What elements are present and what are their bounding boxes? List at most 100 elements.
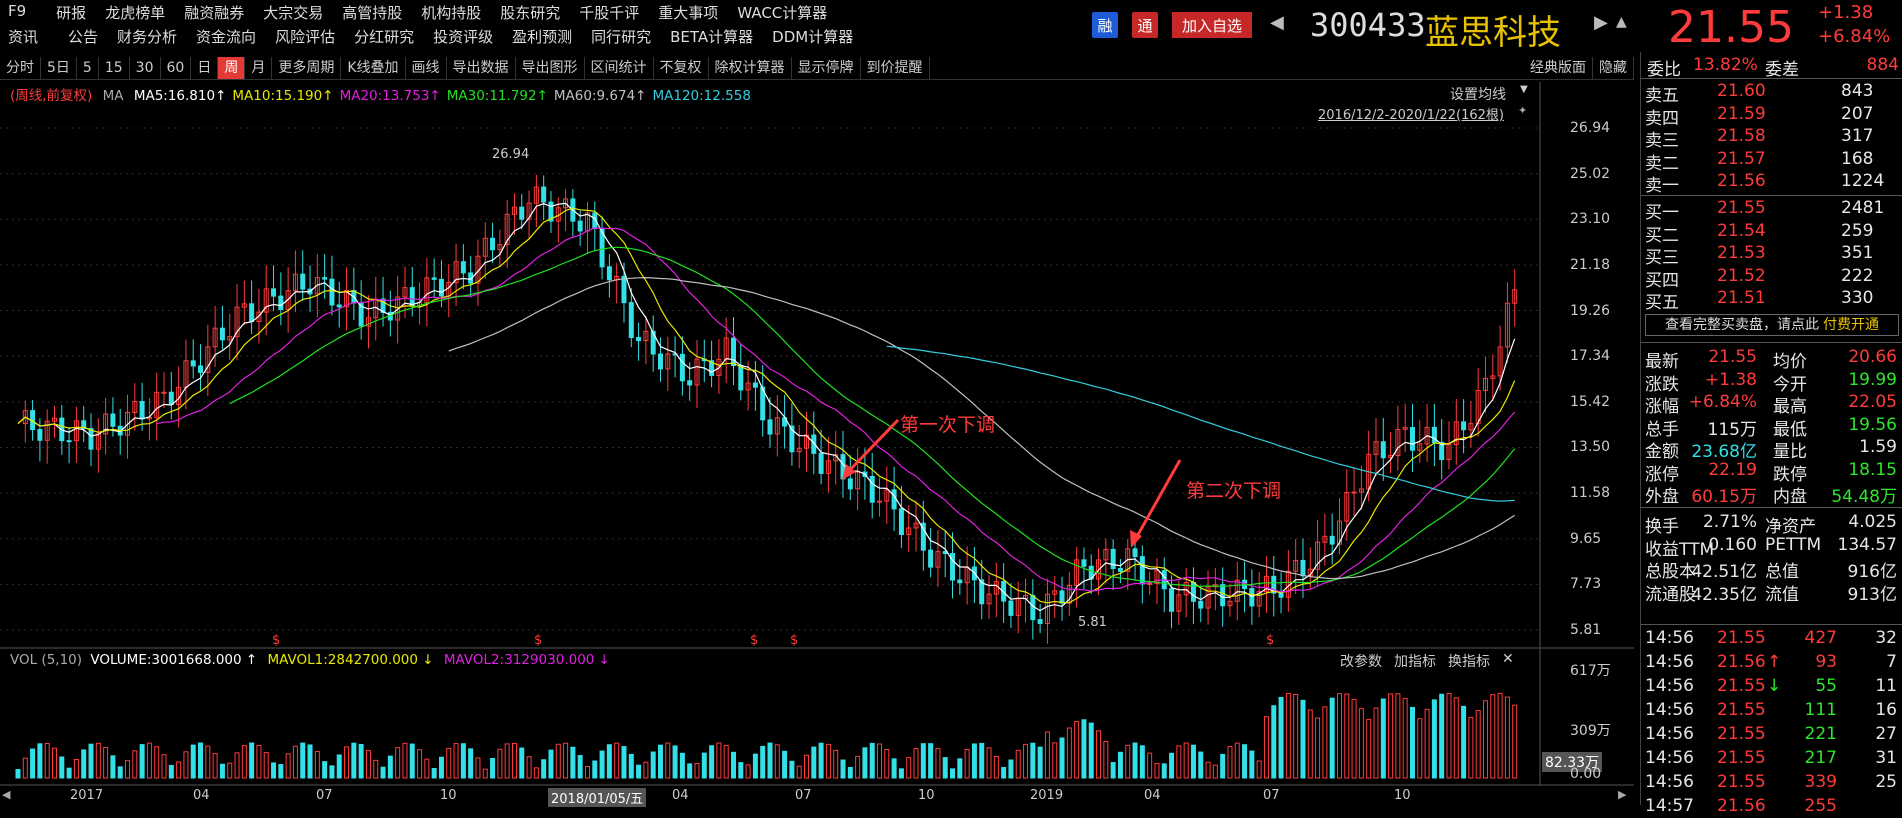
menu-row1-item[interactable]: 机构持股 <box>421 4 482 22</box>
bid-price: 21.52 <box>1717 265 1766 286</box>
volume-bar <box>877 743 883 779</box>
connect-badge[interactable]: 通 <box>1132 12 1158 38</box>
next-stock-icon[interactable]: ▶ <box>1594 12 1608 33</box>
toolbar-item[interactable]: 日 <box>191 56 219 79</box>
menu-row1-item[interactable]: 大宗交易 <box>263 4 324 22</box>
menu-row2-item[interactable]: 公告 <box>68 28 99 46</box>
candle-body <box>1351 491 1357 494</box>
candle-body <box>1234 579 1240 602</box>
volume-bar <box>701 752 707 779</box>
candle-body <box>438 278 444 297</box>
classic-layout-button[interactable]: 经典版面 <box>1524 56 1593 79</box>
menu-row1-item[interactable]: F9 <box>8 2 27 20</box>
candle-body <box>285 290 291 310</box>
volume-bar <box>1023 743 1029 779</box>
price-tick: 7.73 <box>1570 576 1602 593</box>
candle-body <box>1300 559 1306 577</box>
menu-row2-item[interactable]: DDM计算器 <box>772 28 854 46</box>
close-icon[interactable]: ✕ <box>1502 651 1514 667</box>
bid-row: 买三 21.53 351 <box>1641 243 1902 268</box>
menu-row1-item[interactable]: 重大事项 <box>658 4 719 22</box>
menu-row2-item[interactable]: BETA计算器 <box>670 28 754 46</box>
menu-row1-item[interactable]: 研报 <box>56 4 87 22</box>
candle-body <box>519 206 525 220</box>
menu-row1-item[interactable]: 股东研究 <box>500 4 561 22</box>
tick-row: 14:56 21.56 ↑ 93 7 <box>1641 652 1902 674</box>
menu-row2-item[interactable]: 财务分析 <box>117 28 178 46</box>
toolbar-item[interactable]: 显示停牌 <box>792 56 861 79</box>
switch-indicator-button[interactable]: 换指标 <box>1448 654 1490 670</box>
add-to-watchlist-button[interactable]: 加入自选 <box>1172 12 1252 38</box>
date-range-label: 2016/12/2-2020/1/22(162根) <box>1318 108 1504 123</box>
time-tick: 04 <box>1144 788 1161 803</box>
toolbar-item[interactable]: 到价提醒 <box>861 56 930 79</box>
toolbar-item[interactable]: 导出数据 <box>447 56 516 79</box>
quote-label: 量比 <box>1773 442 1807 462</box>
hide-panel-button[interactable]: 隐藏 <box>1593 56 1634 79</box>
toolbar-item[interactable]: 除权计算器 <box>709 56 792 79</box>
candle-body <box>621 275 627 304</box>
volume-bar <box>227 762 233 779</box>
candle-body <box>665 353 671 370</box>
margin-badge[interactable]: 融 <box>1092 12 1118 38</box>
bid-row: 买四 21.52 222 <box>1641 265 1902 291</box>
volume-bar <box>563 742 569 779</box>
toolbar-item[interactable]: 不复权 <box>654 56 709 79</box>
toolbar-item[interactable]: 15 <box>99 56 130 79</box>
toolbar-item[interactable]: 5日 <box>41 56 77 79</box>
candle-body <box>767 419 773 435</box>
toolbar-item[interactable]: 区间统计 <box>585 56 654 79</box>
menu-row1-item[interactable]: 高管持股 <box>342 4 403 22</box>
candle-body <box>796 447 802 453</box>
price-tick: 13.50 <box>1570 439 1611 456</box>
volume-bar <box>278 764 284 779</box>
toolbar-item[interactable]: 60 <box>161 56 192 79</box>
toolbar-item[interactable]: 更多周期 <box>272 56 342 79</box>
menu-row2-item[interactable]: 资讯 <box>8 28 39 46</box>
edit-params-button[interactable]: 改参数 <box>1340 654 1382 670</box>
toolbar-item[interactable]: 分时 <box>0 56 41 79</box>
menu-row1-item[interactable]: 龙虎榜单 <box>105 4 166 22</box>
chart-scroll-right-icon[interactable]: ▶ <box>1618 788 1627 801</box>
quote-row: 最新 21.55 均价 20.66 <box>1641 347 1902 372</box>
ma-settings-button[interactable]: 设置均线 <box>1450 87 1506 103</box>
quote-value: 115万 <box>1707 419 1757 440</box>
volume-bar <box>570 746 576 779</box>
add-indicator-button[interactable]: 加指标 <box>1394 654 1436 670</box>
candle-body <box>1103 548 1109 561</box>
toolbar-item[interactable]: 5 <box>77 56 99 79</box>
candle-body <box>88 428 94 450</box>
toolbar-item[interactable]: 画线 <box>406 56 447 79</box>
menu-row1-item[interactable]: 融资融券 <box>184 4 245 22</box>
tick-count: 25 <box>1875 772 1897 792</box>
menu-row2-item[interactable]: 资金流向 <box>196 28 257 46</box>
menu-row2-item[interactable]: 投资评级 <box>433 28 494 46</box>
full-orderbook-promo[interactable]: 查看完整买卖盘，请点此 付费开通 <box>1645 314 1899 336</box>
toolbar-item[interactable]: 30 <box>130 56 161 79</box>
volume-bar <box>577 755 583 779</box>
promo-link[interactable]: 付费开通 <box>1823 317 1879 333</box>
menu-row2-item[interactable]: 风险评估 <box>275 28 336 46</box>
volume-bar <box>1446 693 1452 779</box>
range-pin-icon[interactable]: ✦ <box>1518 104 1528 117</box>
toolbar-item[interactable]: 月 <box>245 56 273 79</box>
menu-row2-item[interactable]: 盈利预测 <box>512 28 573 46</box>
menu-row1-item[interactable]: 千股千评 <box>579 4 640 22</box>
ma-settings-chevron-icon[interactable]: ▼ <box>1520 84 1528 95</box>
toolbar-item[interactable]: 周 <box>218 56 246 79</box>
bid-price: 21.53 <box>1717 243 1766 263</box>
kline-chart[interactable]: 26.94 5.81 $ $ $ $ $ <box>0 82 1634 805</box>
quote-label: 涨停 <box>1645 464 1679 485</box>
candle-body <box>44 420 50 441</box>
toolbar-item[interactable]: 导出图形 <box>516 56 585 79</box>
menu-row2-item[interactable]: 同行研究 <box>591 28 652 46</box>
chart-scroll-left-icon[interactable]: ◀ <box>2 788 11 801</box>
pin-icon[interactable]: ▲ <box>1616 14 1627 30</box>
menu-row2-item[interactable]: 分红研究 <box>354 28 415 46</box>
promo-text: 查看完整买卖盘，请点此 <box>1665 317 1819 333</box>
tick-price: 21.55 <box>1717 772 1766 792</box>
toolbar-item[interactable]: K线叠加 <box>341 56 406 79</box>
menu-row1-item[interactable]: WACC计算器 <box>737 4 828 22</box>
tick-price: 21.56 <box>1717 652 1766 672</box>
prev-stock-icon[interactable]: ◀ <box>1270 12 1284 33</box>
